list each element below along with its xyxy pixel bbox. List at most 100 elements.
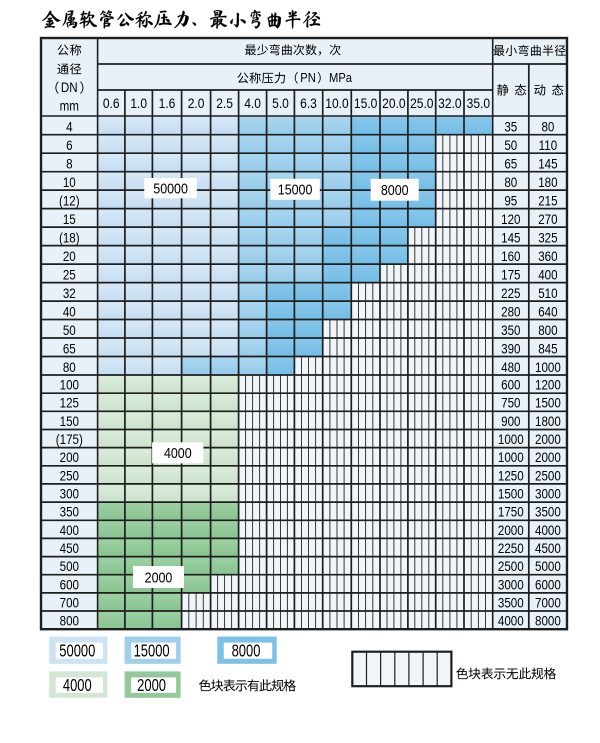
svg-text:145: 145 — [501, 231, 520, 246]
svg-text:4000: 4000 — [63, 676, 92, 695]
svg-text:845: 845 — [538, 342, 557, 357]
svg-text:700: 700 — [60, 596, 79, 611]
svg-text:280: 280 — [501, 305, 520, 320]
svg-text:80: 80 — [63, 360, 76, 375]
svg-text:4: 4 — [66, 120, 72, 135]
svg-text:2.0: 2.0 — [188, 95, 205, 111]
svg-text:35.0: 35.0 — [467, 95, 490, 111]
svg-text:510: 510 — [538, 286, 557, 301]
svg-text:200: 200 — [60, 450, 79, 465]
svg-text:32: 32 — [63, 286, 76, 301]
svg-text:25.0: 25.0 — [410, 95, 433, 111]
svg-text:1500: 1500 — [535, 396, 561, 411]
svg-text:10.0: 10.0 — [325, 95, 348, 111]
svg-text:3000: 3000 — [535, 487, 561, 502]
svg-text:15000: 15000 — [278, 182, 313, 198]
svg-text:15000: 15000 — [134, 642, 170, 661]
svg-text:750: 750 — [501, 396, 520, 411]
svg-text:4000: 4000 — [498, 614, 524, 629]
svg-text:15.0: 15.0 — [354, 95, 377, 111]
svg-text:150: 150 — [60, 414, 79, 429]
svg-text:65: 65 — [63, 342, 76, 357]
svg-text:6.3: 6.3 — [300, 95, 317, 111]
svg-text:175: 175 — [501, 268, 520, 283]
svg-text:20.0: 20.0 — [382, 95, 405, 111]
svg-text:4.0: 4.0 — [244, 95, 261, 111]
svg-text:15: 15 — [63, 212, 76, 227]
svg-text:8000: 8000 — [381, 182, 409, 198]
svg-text:900: 900 — [501, 414, 520, 429]
svg-text:100: 100 — [60, 378, 79, 393]
svg-text:2500: 2500 — [535, 469, 561, 484]
svg-text:145: 145 — [538, 157, 557, 172]
svg-text:1.6: 1.6 — [159, 95, 176, 111]
svg-text:8000: 8000 — [535, 614, 561, 629]
svg-text:65: 65 — [504, 157, 517, 172]
svg-text:125: 125 — [60, 396, 79, 411]
svg-text:180: 180 — [538, 175, 557, 190]
svg-text:1200: 1200 — [535, 378, 561, 393]
svg-text:3500: 3500 — [498, 596, 524, 611]
svg-text:MPa: MPa — [329, 70, 352, 85]
svg-text:800: 800 — [60, 614, 79, 629]
svg-text:3500: 3500 — [535, 505, 561, 520]
svg-text:600: 600 — [60, 578, 79, 593]
svg-text:500: 500 — [60, 559, 79, 574]
svg-text:(12): (12) — [59, 194, 80, 209]
svg-text:300: 300 — [60, 487, 79, 502]
svg-text:1750: 1750 — [498, 505, 524, 520]
svg-text:450: 450 — [60, 541, 79, 556]
svg-text:50000: 50000 — [59, 642, 95, 661]
svg-text:PN: PN — [300, 70, 316, 85]
svg-text:2250: 2250 — [498, 541, 524, 556]
svg-text:480: 480 — [501, 360, 520, 375]
svg-text:DN: DN — [61, 80, 78, 95]
svg-text:1.0: 1.0 — [130, 95, 147, 111]
svg-text:80: 80 — [541, 120, 554, 135]
svg-text:2.5: 2.5 — [216, 95, 233, 111]
svg-text:8000: 8000 — [232, 642, 261, 661]
svg-text:6000: 6000 — [535, 578, 561, 593]
svg-text:40: 40 — [63, 305, 76, 320]
svg-text:2000: 2000 — [137, 676, 166, 695]
svg-text:800: 800 — [538, 323, 557, 338]
svg-text:390: 390 — [501, 342, 520, 357]
svg-text:350: 350 — [501, 323, 520, 338]
svg-text:120: 120 — [501, 212, 520, 227]
svg-text:2000: 2000 — [535, 432, 561, 447]
svg-text:6: 6 — [66, 138, 72, 153]
svg-text:1250: 1250 — [498, 469, 524, 484]
svg-text:0.6: 0.6 — [103, 95, 120, 111]
svg-text:215: 215 — [538, 194, 557, 209]
svg-text:5000: 5000 — [535, 559, 561, 574]
svg-text:20: 20 — [63, 249, 76, 264]
svg-text:mm: mm — [60, 99, 79, 114]
svg-text:50000: 50000 — [153, 181, 188, 197]
svg-text:600: 600 — [501, 378, 520, 393]
svg-text:25: 25 — [63, 268, 76, 283]
svg-text:2000: 2000 — [145, 569, 173, 585]
svg-text:50: 50 — [504, 138, 517, 153]
svg-text:1000: 1000 — [498, 432, 524, 447]
svg-text:10: 10 — [63, 175, 76, 190]
svg-text:95: 95 — [504, 194, 517, 209]
svg-text:250: 250 — [60, 469, 79, 484]
svg-text:400: 400 — [60, 523, 79, 538]
svg-text:35: 35 — [504, 120, 517, 135]
svg-text:160: 160 — [501, 249, 520, 264]
svg-text:2500: 2500 — [498, 559, 524, 574]
svg-text:640: 640 — [538, 305, 557, 320]
svg-text:4000: 4000 — [535, 523, 561, 538]
svg-text:1800: 1800 — [535, 414, 561, 429]
svg-text:350: 350 — [60, 505, 79, 520]
svg-text:1000: 1000 — [535, 360, 561, 375]
svg-text:32.0: 32.0 — [438, 95, 461, 111]
svg-text:5.0: 5.0 — [272, 95, 289, 111]
svg-text:1500: 1500 — [498, 487, 524, 502]
svg-text:7000: 7000 — [535, 596, 561, 611]
svg-text:325: 325 — [538, 231, 557, 246]
svg-text:4000: 4000 — [164, 445, 192, 461]
svg-text:2000: 2000 — [535, 450, 561, 465]
svg-text:360: 360 — [538, 249, 557, 264]
svg-text:80: 80 — [504, 175, 517, 190]
